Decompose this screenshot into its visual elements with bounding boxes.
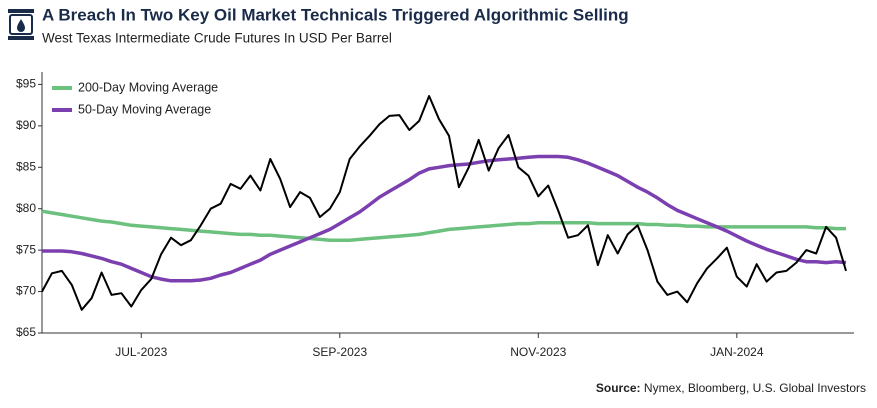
x-tick-label: NOV-2023 bbox=[510, 345, 566, 359]
x-tick-label: JUL-2023 bbox=[115, 345, 167, 359]
source-note: Source: Nymex, Bloomberg, U.S. Global In… bbox=[596, 381, 866, 395]
series-line bbox=[42, 154, 847, 283]
source-label: Source: bbox=[596, 381, 641, 395]
y-tick-label: $85 bbox=[16, 159, 36, 173]
chart-title: A Breach In Two Key Oil Market Technical… bbox=[42, 5, 629, 24]
legend-label: 50-Day Moving Average bbox=[78, 102, 211, 116]
chart-subtitle: West Texas Intermediate Crude Futures In… bbox=[42, 31, 392, 46]
series-line bbox=[41, 95, 847, 311]
legend-label: 200-Day Moving Average bbox=[78, 80, 218, 94]
y-tick-label: $70 bbox=[16, 284, 36, 298]
y-tick-label: $75 bbox=[16, 242, 36, 256]
y-tick-label: $90 bbox=[16, 118, 36, 132]
x-tick-label: SEP-2023 bbox=[312, 345, 367, 359]
y-tick-label: $95 bbox=[16, 77, 36, 91]
source-text: Nymex, Bloomberg, U.S. Global Investors bbox=[644, 381, 866, 395]
x-tick-label: JAN-2024 bbox=[710, 345, 764, 359]
oil-icon bbox=[8, 9, 34, 40]
y-tick-label: $80 bbox=[16, 201, 36, 215]
y-tick-label: $65 bbox=[16, 325, 36, 339]
series-line bbox=[41, 209, 846, 242]
